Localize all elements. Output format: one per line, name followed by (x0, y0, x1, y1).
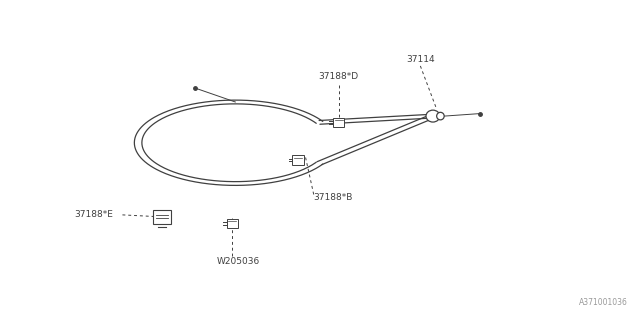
Text: 37188*B: 37188*B (314, 193, 353, 202)
Bar (292, 155, 304, 165)
Text: 37188*D: 37188*D (319, 72, 359, 81)
Text: W205036: W205036 (217, 257, 260, 267)
Text: 37188*E: 37188*E (74, 210, 113, 220)
Bar (227, 219, 238, 228)
Ellipse shape (426, 110, 440, 122)
Bar (153, 210, 171, 224)
Text: A371001036: A371001036 (579, 298, 627, 308)
Ellipse shape (436, 112, 444, 120)
Bar (333, 118, 344, 127)
Text: 37114: 37114 (406, 55, 435, 64)
